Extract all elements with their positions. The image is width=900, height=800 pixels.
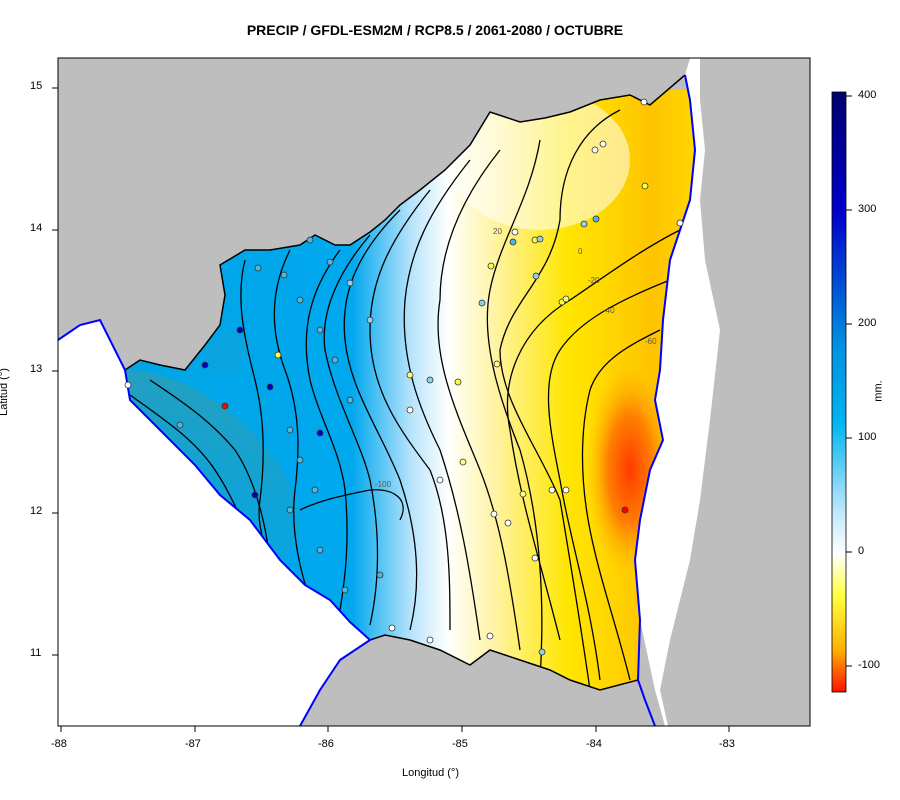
y-tick-label: 14 [30,222,43,234]
contour-label-neg60: -60 [645,337,657,346]
y-tick-label: 15 [30,80,43,92]
colorbar-tick-label: 300 [858,203,877,215]
y-tick-label: 12 [30,505,43,517]
y-tick-label: 13 [30,363,43,375]
lake-managua [200,330,250,375]
x-tick-label: -85 [452,738,468,750]
contour-label-20: 20 [493,227,502,236]
pacific-ocean [58,320,370,726]
map-background: 20 0 -20 -40 -60 -100 [58,58,810,726]
station-markers [124,98,684,656]
northern-border [124,74,686,371]
contour-lines [129,109,681,690]
x-tick-label: -86 [318,738,334,750]
colorbar [831,91,847,693]
contour-label-0: 0 [578,247,583,256]
east-land [660,58,810,726]
colorbar-tick-label: 400 [858,89,877,101]
x-tick-label: -83 [719,738,735,750]
honduras-land [58,58,690,370]
x-ticks [60,726,730,732]
y-ticks [52,87,58,656]
colorbar-tick-label: 200 [858,317,877,329]
colorbar-ticks [846,95,852,667]
map-title: PRECIP / GFDL-ESM2M / RCP8.5 / 2061-2080… [246,22,624,38]
y-tick-label: 11 [30,647,42,659]
contour-label-neg40: -40 [603,306,615,315]
colorbar-tick-label: -100 [858,659,881,671]
colorbar-tick-label: 100 [858,431,877,443]
x-tick-label: -88 [51,738,67,750]
x-tick-label: -84 [586,738,602,750]
colorbar-tick-label: 0 [858,545,865,557]
southern-border [369,634,639,691]
colorbar-unit-label: mm. [872,380,885,402]
y-axis-label: Latitud (°) [0,368,10,416]
contour-label-group: 20 0 -20 -40 -60 -100 [375,227,657,489]
caribbean-coastline [633,74,697,726]
x-axis-label: Longitud (°) [402,767,459,779]
contour-label-neg100: -100 [375,480,392,489]
costa-rica-land [300,635,655,726]
plot-frame [57,57,811,727]
x-tick-label: -87 [185,738,201,750]
contour-label-neg20: -20 [588,276,600,285]
pacific-coastline [58,318,372,726]
